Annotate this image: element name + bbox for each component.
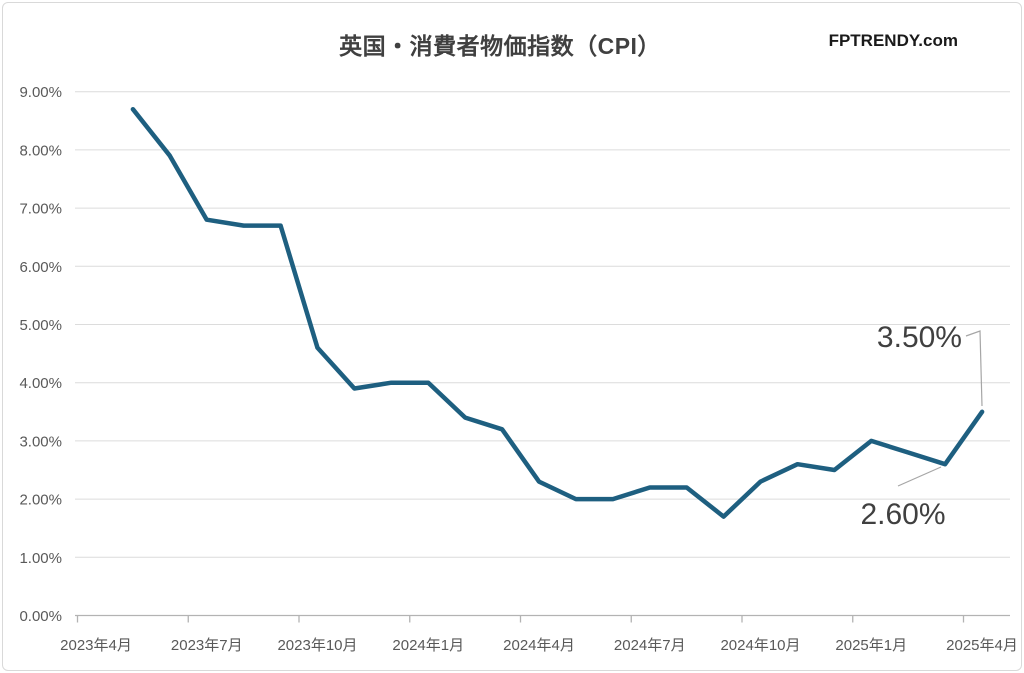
x-axis-tick-label: 2023年10月 bbox=[277, 637, 357, 654]
y-axis-tick-label: 6.00% bbox=[19, 259, 62, 276]
chart-title: 英国・消費者物価指数（CPI） bbox=[339, 33, 661, 59]
y-axis-tick-label: 8.00% bbox=[19, 142, 62, 159]
cpi-line-series bbox=[130, 106, 985, 519]
annotation-label: 3.50% bbox=[877, 321, 962, 354]
annotation-leader-line bbox=[897, 466, 942, 487]
y-axis-tick-label: 5.00% bbox=[19, 317, 62, 334]
x-axis-tick-label: 2023年4月 bbox=[60, 637, 132, 654]
x-axis-tick-label: 2024年4月 bbox=[503, 637, 575, 654]
x-axis-tick-label: 2025年4月 bbox=[946, 637, 1018, 654]
y-axis-tick-label: 1.00% bbox=[19, 550, 62, 567]
y-axis-tick-label: 2.00% bbox=[19, 492, 62, 509]
y-axis-tick-label: 7.00% bbox=[19, 201, 62, 218]
annotation-label: 2.60% bbox=[860, 498, 945, 531]
y-axis-tick-label: 0.00% bbox=[19, 608, 62, 625]
y-axis-tick-label: 3.00% bbox=[19, 433, 62, 450]
y-axis-tick-label: 4.00% bbox=[19, 375, 62, 392]
annotation-leader-line bbox=[965, 330, 983, 407]
x-axis-tick-label: 2024年7月 bbox=[614, 637, 686, 654]
watermark-text: FPTRENDY.com bbox=[828, 31, 958, 50]
x-axis-tick-label: 2024年10月 bbox=[720, 637, 800, 654]
x-axis-tick-label: 2024年1月 bbox=[392, 637, 464, 654]
y-axis-tick-label: 9.00% bbox=[19, 84, 62, 101]
x-axis-tick-label: 2023年7月 bbox=[171, 637, 243, 654]
x-axis-tick-label: 2025年1月 bbox=[835, 637, 907, 654]
